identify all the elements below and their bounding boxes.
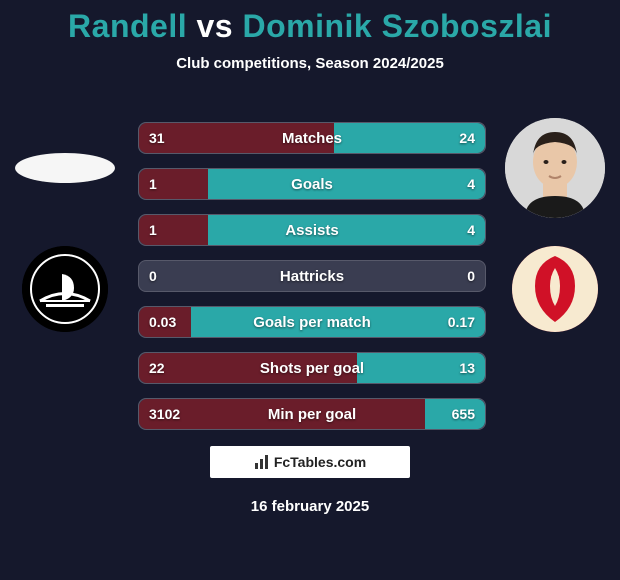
chart-icon [254, 454, 270, 470]
stat-value-right: 4 [467, 176, 475, 192]
player1-avatar [15, 118, 115, 218]
stat-label: Goals [291, 176, 333, 193]
stat-label: Hattricks [280, 268, 344, 285]
stat-label: Min per goal [268, 406, 356, 423]
player1-name: Randell [68, 8, 187, 44]
stat-value-right: 655 [452, 406, 475, 422]
stat-value-left: 31 [149, 130, 165, 146]
season-subtitle: Club competitions, Season 2024/2025 [0, 55, 620, 72]
avatar-placeholder-icon [15, 153, 115, 183]
stat-fill-right [208, 215, 485, 245]
stat-value-left: 0.03 [149, 314, 176, 330]
attribution-badge[interactable]: FcTables.com [210, 446, 410, 478]
stat-value-left: 1 [149, 176, 157, 192]
stat-value-left: 3102 [149, 406, 180, 422]
stat-label: Assists [285, 222, 338, 239]
stat-row: 0.03 Goals per match 0.17 [138, 306, 486, 338]
stat-value-left: 22 [149, 360, 165, 376]
stats-container: 31 Matches 24 1 Goals 4 1 Assists 4 0 Hattricks 0 0.… [138, 122, 486, 430]
player2-club-crest [512, 246, 598, 332]
vs-text: vs [197, 8, 234, 44]
stat-value-right: 0 [467, 268, 475, 284]
stat-row: 3102 Min per goal 655 [138, 398, 486, 430]
player2-avatar [505, 118, 605, 218]
stat-row: 31 Matches 24 [138, 122, 486, 154]
stat-row: 1 Assists 4 [138, 214, 486, 246]
stat-label: Matches [282, 130, 342, 147]
left-player-column [10, 118, 120, 332]
stat-value-left: 0 [149, 268, 157, 284]
right-player-column [500, 118, 610, 332]
stat-value-right: 4 [467, 222, 475, 238]
stat-fill-right [208, 169, 485, 199]
stat-label: Goals per match [253, 314, 371, 331]
plymouth-crest-icon [22, 246, 108, 332]
stat-value-right: 24 [459, 130, 475, 146]
player1-club-crest [22, 246, 108, 332]
player2-portrait-icon [505, 118, 605, 218]
stat-value-right: 13 [459, 360, 475, 376]
stat-value-left: 1 [149, 222, 157, 238]
stat-label: Shots per goal [260, 360, 364, 377]
comparison-title: Randell vs Dominik Szoboszlai [0, 0, 620, 45]
liverpool-crest-icon [512, 246, 598, 332]
attribution-text: FcTables.com [274, 454, 366, 470]
stat-value-right: 0.17 [448, 314, 475, 330]
comparison-date: 16 february 2025 [251, 498, 369, 515]
stat-row: 1 Goals 4 [138, 168, 486, 200]
stat-row: 22 Shots per goal 13 [138, 352, 486, 384]
player2-name: Dominik Szoboszlai [242, 8, 551, 44]
stat-row: 0 Hattricks 0 [138, 260, 486, 292]
